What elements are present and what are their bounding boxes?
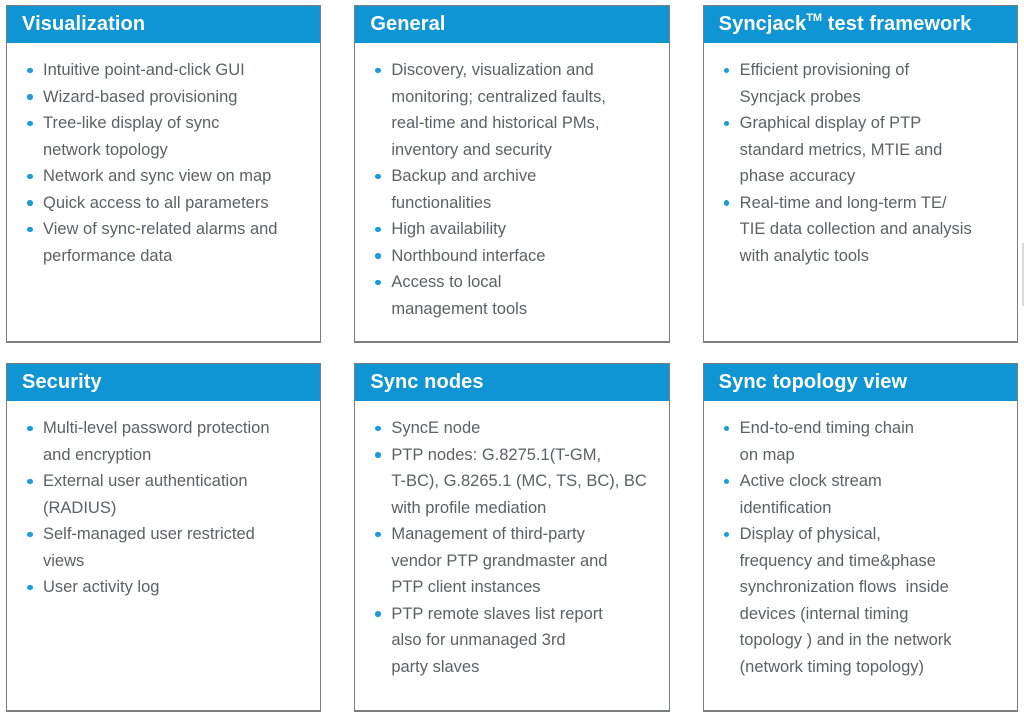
card-security: Security Multi-level password protection… [6, 363, 322, 712]
bullet-item: Active clock stream identification [723, 468, 1009, 521]
bullet-item: Tree-like display of sync network topolo… [26, 110, 312, 163]
bullet-list-sync-nodes: SyncE node PTP nodes: G.8275.1(T-GM, T-BC… [355, 401, 668, 680]
card-header-visualization: Visualization [7, 6, 321, 43]
card-visualization: Visualization Intuitive point-and-click … [6, 5, 322, 343]
bullet-list-visualization: Intuitive point-and-click GUI Wizard-base… [7, 43, 320, 269]
bullet-item: SyncE node [375, 415, 660, 442]
bullet-list-general: Discovery, visualization and monitoring;… [355, 43, 668, 322]
bullet-list-security: Multi-level password protection and encr… [7, 401, 320, 601]
bullet-item: Real-time and long-term TE/ TIE data col… [723, 190, 1009, 270]
bullet-item: Quick access to all parameters [26, 190, 312, 217]
bullet-item: Backup and archive functionalities [375, 163, 660, 216]
trademark-superscript: TM [806, 11, 823, 24]
card-sync-nodes: Sync nodes SyncE node PTP nodes: G.8275.1… [354, 363, 670, 712]
bullet-item: Efficient provisioning of Syncjack probe… [723, 57, 1009, 110]
bullet-item: Northbound interface [375, 243, 660, 270]
bullet-item: Management of third-party vendor PTP gra… [375, 521, 660, 601]
card-title-syncjack-rest: test framework [822, 12, 972, 35]
card-title-syncjack-name: Syncjack [718, 12, 807, 35]
card-syncjack-test-framework: SyncjackTM test framework Efficient prov… [702, 5, 1018, 343]
feature-card-grid: Visualization Intuitive point-and-click … [6, 5, 1018, 712]
bullet-item: Self-managed user restricted views [26, 521, 312, 574]
bullet-item: High availability [375, 216, 660, 243]
bullet-item: Access to local management tools [375, 269, 660, 322]
bullet-item: View of sync-related alarms and performa… [26, 216, 312, 269]
bullet-item: External user authentication (RADIUS) [26, 468, 312, 521]
bullet-item: PTP nodes: G.8275.1(T-GM, T-BC), G.8265.… [375, 442, 660, 522]
card-header-sync-nodes: Sync nodes [355, 364, 669, 401]
card-title-general: General [370, 12, 446, 35]
card-title-sync-nodes: Sync nodes [370, 370, 484, 393]
bullet-item: Multi-level password protection and encr… [26, 415, 312, 468]
bullet-item: Display of physical, frequency and time&… [723, 521, 1009, 680]
bullet-item: PTP remote slaves list report also for u… [375, 601, 660, 681]
card-title-visualization: Visualization [22, 12, 146, 35]
bullet-item: Wizard-based provisioning [26, 84, 312, 111]
card-title-syncjack: SyncjackTM test framework [718, 11, 972, 36]
bullet-item: End-to-end timing chain on map [723, 415, 1009, 468]
card-sync-topology-view: Sync topology view End-to-end timing cha… [702, 363, 1018, 712]
bullet-item: Intuitive point-and-click GUI [26, 57, 312, 84]
card-header-sync-topology: Sync topology view [703, 364, 1017, 401]
bullet-list-sync-topology: End-to-end timing chain on map Active clo… [704, 401, 1017, 680]
card-title-sync-topology: Sync topology view [718, 370, 908, 393]
bullet-item: Network and sync view on map [26, 163, 312, 190]
bullet-item: Graphical display of PTP standard metric… [723, 110, 1009, 190]
bullet-item: User activity log [26, 574, 312, 601]
bullet-list-syncjack: Efficient provisioning of Syncjack probe… [704, 43, 1017, 269]
card-header-syncjack: SyncjackTM test framework [703, 6, 1017, 43]
card-header-general: General [355, 6, 669, 43]
card-title-security: Security [22, 370, 102, 393]
card-header-security: Security [7, 364, 321, 401]
page-edge-artifact [1022, 243, 1024, 306]
bullet-item: Discovery, visualization and monitoring;… [375, 57, 660, 163]
card-general: General Discovery, visualization and mon… [354, 5, 670, 343]
